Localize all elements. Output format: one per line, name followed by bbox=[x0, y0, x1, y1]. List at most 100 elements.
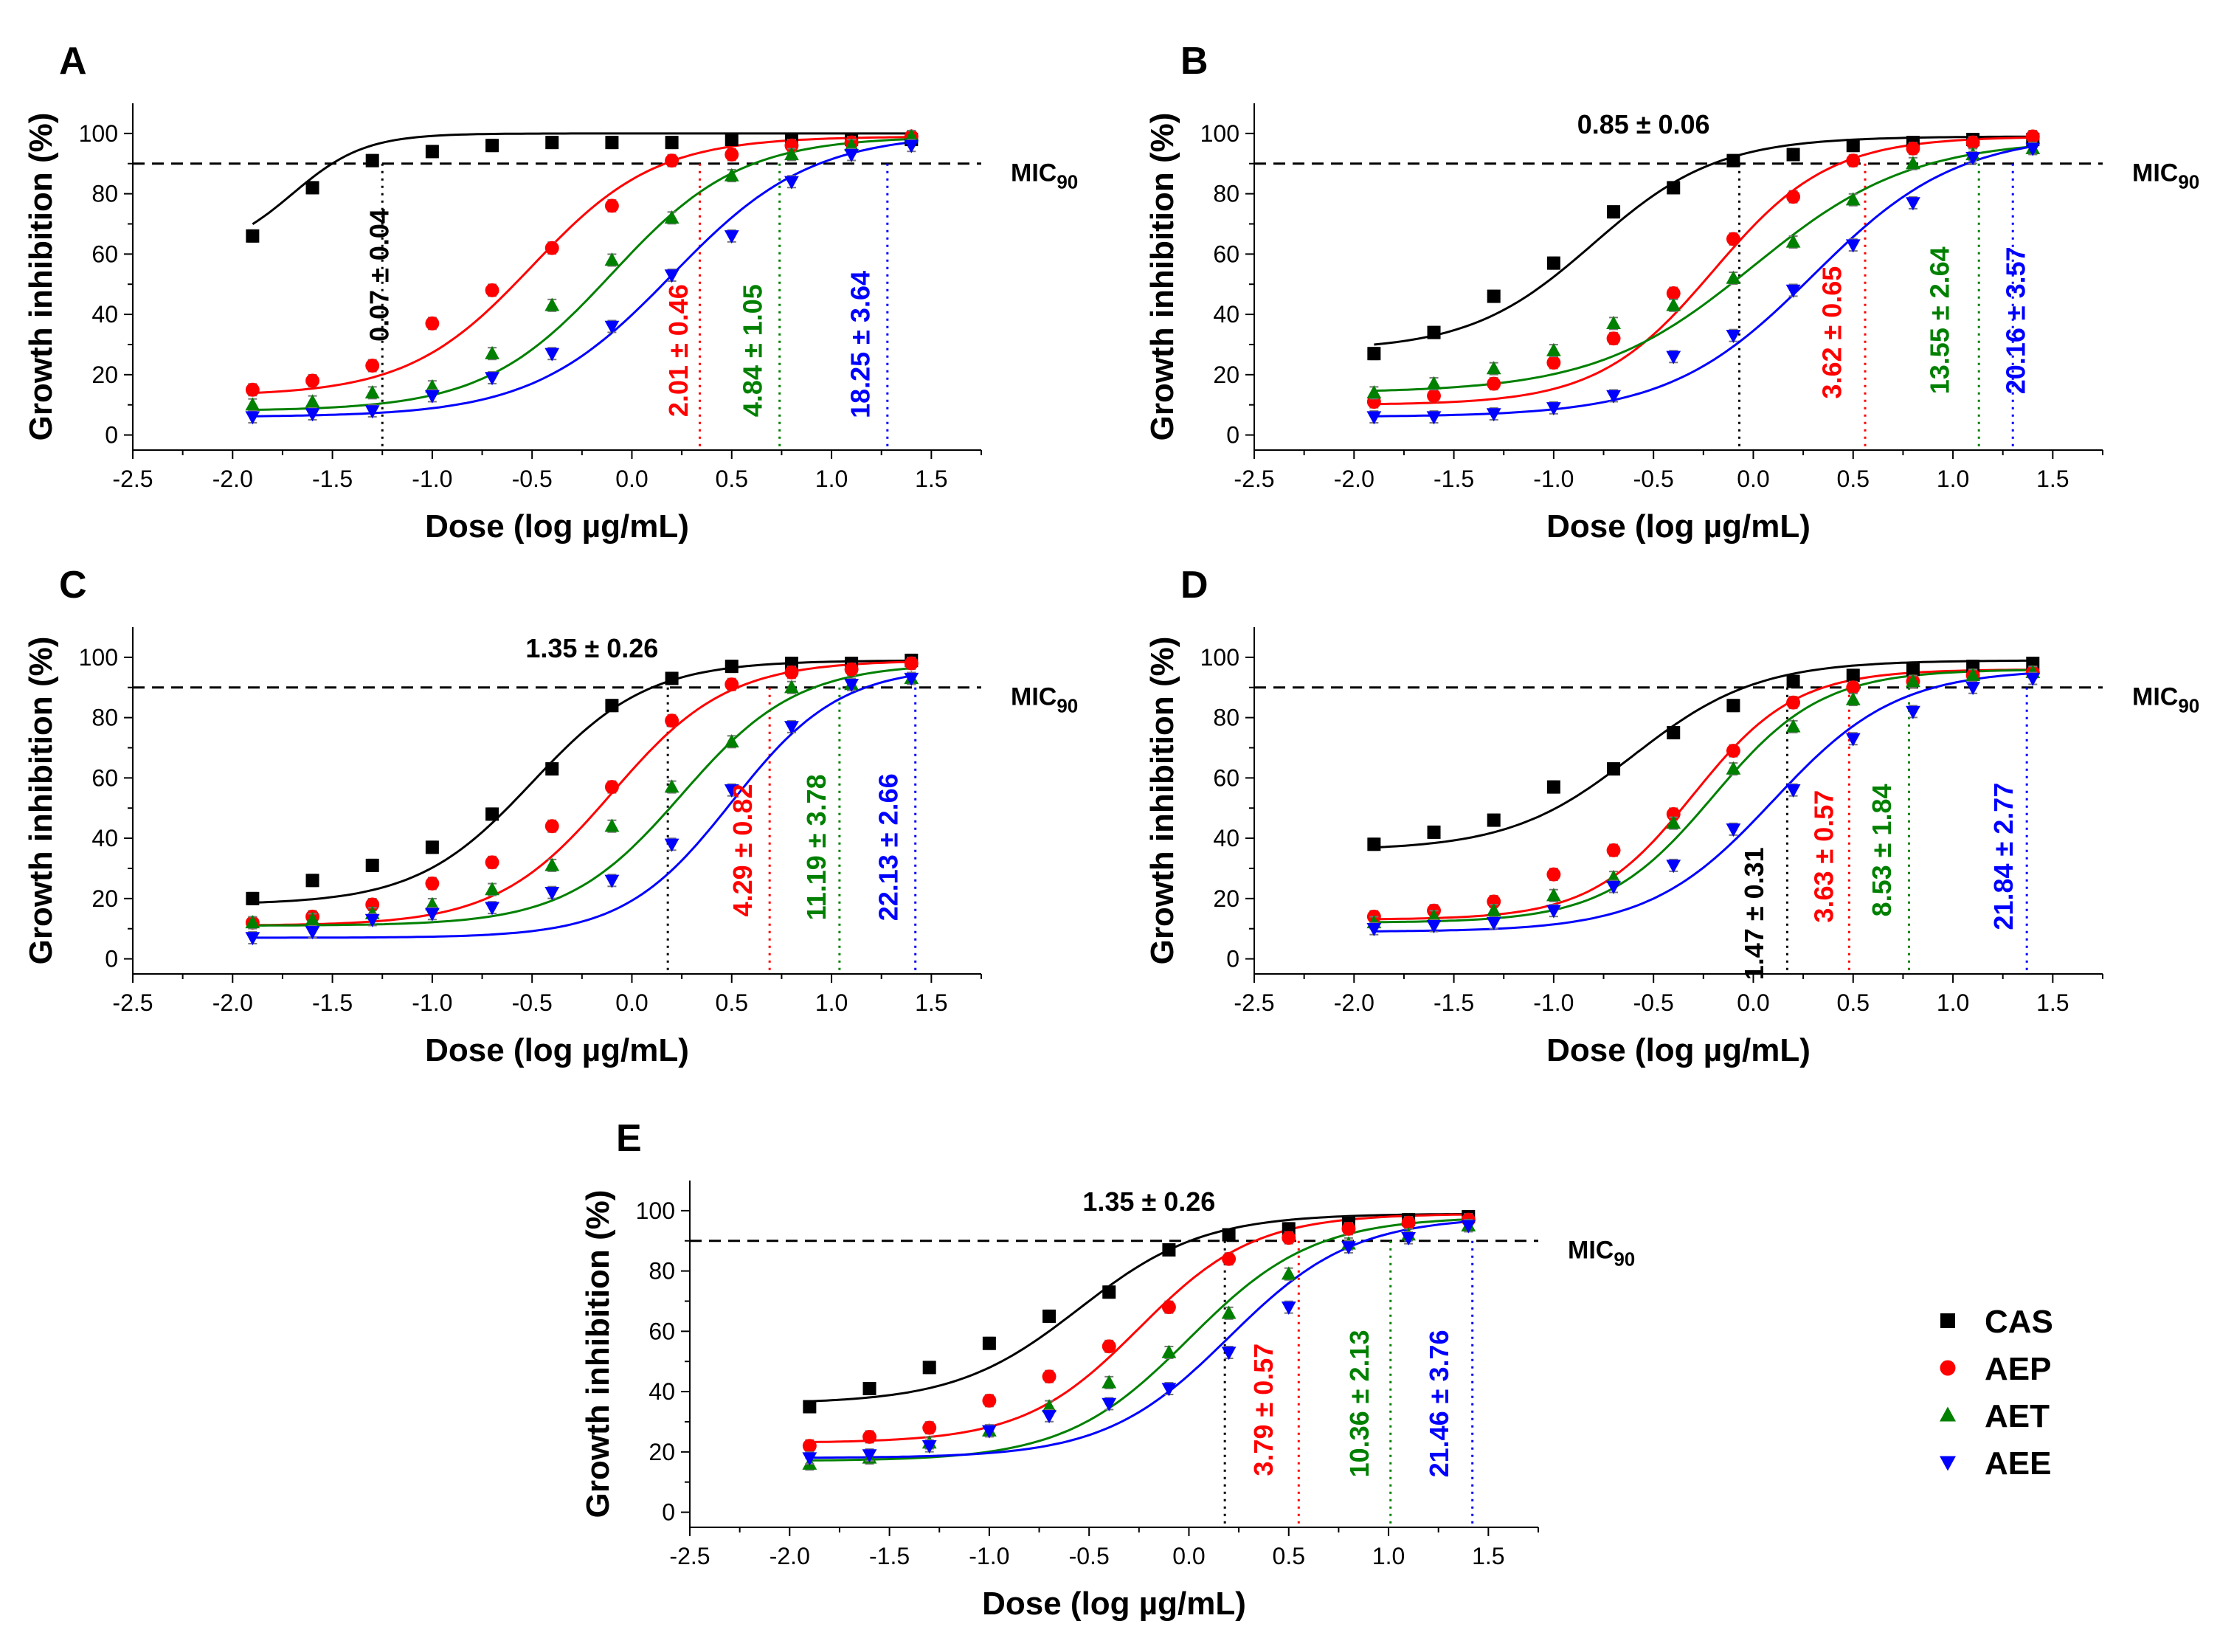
x-tick-label: -2.0 bbox=[212, 466, 253, 492]
data-point-aee bbox=[904, 672, 919, 686]
x-tick-label: 0.0 bbox=[615, 989, 648, 1016]
data-point-aet bbox=[485, 345, 499, 359]
data-point-aee bbox=[1546, 905, 1561, 919]
x-tick-label: -1.0 bbox=[412, 466, 452, 492]
data-point-aep bbox=[1726, 232, 1740, 246]
data-point-aep bbox=[1965, 135, 1980, 150]
panel-c: C -2.5 -2.0 -1.5 -1.0 -0.5 0.0 0.5 1.0 1.5 0 20 40 60… bbox=[23, 564, 1078, 1068]
data-point-aep bbox=[544, 241, 559, 255]
x-tick-label: -2.5 bbox=[112, 989, 153, 1016]
mic90-label: MIC90 bbox=[1011, 683, 1078, 717]
data-point-aep bbox=[784, 665, 799, 680]
x-axis-title: Dose (log µg/mL) bbox=[425, 508, 689, 545]
mic-value-annotation: 1.47 ± 0.31 bbox=[1739, 847, 1769, 980]
fit-curve-aet bbox=[252, 667, 912, 927]
panel-a: A -2.5 -2.0 -1.5 -1.0 -0.5 0.0 0.5 1.0 1.5 0 20 40 60… bbox=[23, 40, 1078, 545]
data-point-aep bbox=[1487, 376, 1501, 391]
data-point-aee bbox=[1486, 408, 1501, 422]
data-point-cas bbox=[1607, 205, 1621, 219]
x-tick-label: 1.0 bbox=[1372, 1543, 1405, 1569]
legend-item-cas: CAS bbox=[1940, 1304, 2053, 1340]
data-point-aet bbox=[724, 167, 739, 182]
series-aet bbox=[802, 1217, 1476, 1471]
x-tick-label: 0.5 bbox=[1837, 466, 1870, 492]
data-point-aet bbox=[424, 896, 440, 910]
data-point-aet bbox=[604, 818, 620, 832]
data-point-aee bbox=[544, 348, 560, 362]
data-point-aet bbox=[1726, 761, 1741, 775]
data-point-aep bbox=[1427, 388, 1441, 403]
data-point-aee bbox=[1366, 923, 1382, 937]
x-tick-label: -1.0 bbox=[969, 1543, 1009, 1569]
data-point-aee bbox=[245, 932, 260, 946]
fit-curve-aet bbox=[1374, 668, 2033, 924]
data-point-aee bbox=[1221, 1347, 1237, 1361]
data-point-aet bbox=[1845, 691, 1861, 705]
x-tick-label: -2.5 bbox=[112, 466, 153, 492]
x-tick-label: 0.0 bbox=[1172, 1543, 1205, 1569]
mic-value-annotation: 11.19 ± 3.78 bbox=[801, 774, 831, 920]
data-point-aep bbox=[844, 662, 859, 677]
x-tick-label: -0.5 bbox=[1633, 989, 1674, 1016]
data-point-aee bbox=[784, 721, 799, 735]
x-tick-label: -2.0 bbox=[770, 1543, 810, 1569]
data-point-aet bbox=[305, 394, 320, 408]
x-axis-title: Dose (log µg/mL) bbox=[425, 1032, 689, 1068]
legend-label: CAS bbox=[1985, 1304, 2053, 1340]
x-tick-label: 1.0 bbox=[815, 466, 848, 492]
fit-curve-cas bbox=[1374, 659, 2033, 849]
fit-curve-cas bbox=[252, 132, 912, 225]
legend-label: AET bbox=[1985, 1398, 2050, 1434]
data-point-cas bbox=[922, 1361, 936, 1375]
data-point-aet bbox=[1426, 376, 1442, 390]
y-axis-title: Growth inhibition (%) bbox=[1144, 113, 1180, 441]
fit-curve-aee bbox=[1374, 145, 2033, 418]
data-point-cas bbox=[1546, 780, 1560, 794]
data-point-cas bbox=[246, 891, 260, 905]
data-point-aet bbox=[1666, 815, 1681, 829]
data-point-aee bbox=[904, 139, 919, 153]
fit-curve-aee bbox=[252, 141, 912, 418]
data-point-aee bbox=[364, 913, 380, 927]
data-point-aet bbox=[544, 857, 560, 871]
y-tick-label: 0 bbox=[105, 946, 118, 972]
data-point-aet bbox=[1845, 192, 1861, 206]
data-point-cas bbox=[803, 1400, 817, 1414]
data-point-cas bbox=[605, 699, 619, 713]
data-point-aep bbox=[1906, 141, 1920, 156]
x-tick-label: -2.5 bbox=[669, 1543, 710, 1569]
mic-value-annotation: 8.53 ± 1.84 bbox=[1867, 784, 1897, 916]
y-tick-label: 20 bbox=[91, 362, 118, 388]
legend: CAS AEP AET AEE bbox=[1940, 1304, 2053, 1482]
y-axis-title: Growth inhibition (%) bbox=[580, 1190, 616, 1518]
x-tick-label: -0.5 bbox=[512, 989, 553, 1016]
data-point-cas bbox=[1786, 148, 1800, 162]
data-point-aep bbox=[604, 780, 619, 795]
data-point-cas bbox=[425, 840, 439, 854]
data-point-aep bbox=[604, 198, 619, 213]
data-point-aee bbox=[1546, 402, 1561, 416]
data-point-cas bbox=[246, 229, 260, 243]
data-point-aee bbox=[1606, 390, 1621, 404]
data-point-aet bbox=[1666, 297, 1681, 311]
data-point-aee bbox=[1726, 823, 1741, 837]
data-point-aee bbox=[1461, 1220, 1476, 1234]
data-point-cas bbox=[1607, 762, 1621, 776]
data-point-aet bbox=[1906, 674, 1920, 688]
fit-curve-aet bbox=[809, 1218, 1469, 1462]
panel-letter-a: A bbox=[59, 40, 87, 83]
data-point-cas bbox=[1786, 674, 1800, 688]
data-point-aee bbox=[1161, 1383, 1177, 1397]
data-point-aep bbox=[725, 148, 739, 162]
mic-value-annotation: 0.07 ± 0.04 bbox=[364, 209, 394, 342]
data-point-aee bbox=[724, 230, 739, 244]
y-tick-label: 20 bbox=[649, 1439, 675, 1465]
data-point-aet bbox=[1042, 1399, 1057, 1413]
data-point-cas bbox=[1222, 1228, 1236, 1242]
mic-value-annotation: 22.13 ± 2.66 bbox=[873, 773, 903, 921]
data-point-aee bbox=[1726, 330, 1741, 344]
legend-marker-aep bbox=[1940, 1360, 1956, 1376]
legend-marker-cas bbox=[1940, 1313, 1955, 1328]
data-point-aep bbox=[1042, 1369, 1057, 1384]
mic90-label: MIC90 bbox=[1568, 1237, 1635, 1271]
